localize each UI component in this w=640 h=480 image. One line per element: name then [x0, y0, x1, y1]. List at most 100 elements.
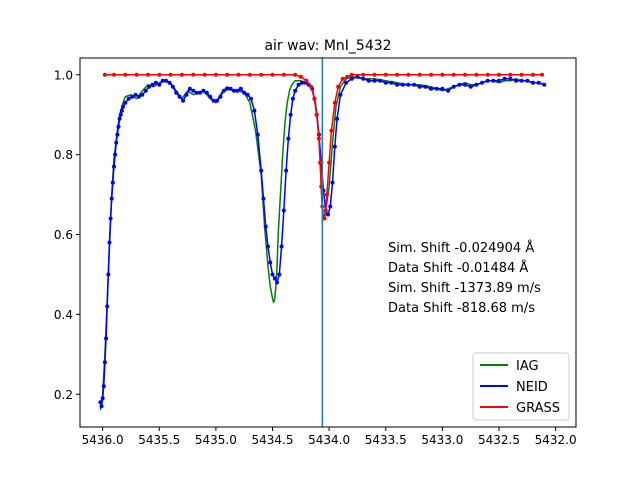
data-point-grass [225, 72, 230, 77]
data-point-neid [485, 78, 490, 83]
data-point-neid [249, 96, 253, 101]
data-point-grass [145, 72, 150, 77]
data-point-neid [290, 96, 295, 101]
data-point-grass [304, 78, 309, 83]
y-tick-label: 0.8 [54, 148, 73, 162]
data-point-neid [105, 304, 110, 309]
data-point-neid [170, 84, 175, 89]
data-point-grass [298, 74, 303, 79]
data-point-grass [349, 72, 354, 77]
data-point-neid [160, 78, 165, 83]
annotation-sim-shift-angstrom: Sim. Shift -0.024904 Å [388, 240, 534, 256]
data-point-neid [463, 82, 468, 87]
data-point-grass [497, 72, 501, 77]
data-point-neid [277, 272, 282, 277]
x-tick-label: 5433.5 [365, 433, 407, 447]
data-point-neid [480, 80, 485, 85]
data-point-neid [147, 84, 152, 89]
y-tick-label: 0.2 [54, 388, 73, 402]
data-point-neid [272, 276, 277, 281]
data-point-neid [99, 404, 104, 409]
data-point-grass [102, 72, 107, 77]
data-point-grass [323, 208, 328, 213]
data-point-neid [104, 336, 109, 341]
y-axis: 0.2 0.4 0.6 0.8 1.0 [54, 68, 80, 402]
data-point-neid [101, 384, 106, 389]
data-point-grass [406, 72, 411, 77]
data-point-neid [275, 280, 280, 285]
data-point-neid [126, 96, 131, 101]
data-point-neid [344, 80, 349, 85]
data-point-grass [157, 72, 162, 77]
data-point-grass [179, 72, 184, 77]
data-point-neid [457, 82, 462, 87]
data-point-neid [429, 86, 434, 91]
data-point-neid [389, 80, 394, 85]
data-point-grass [314, 112, 319, 117]
data-point-grass [340, 76, 345, 81]
data-point-grass [463, 72, 468, 77]
data-point-grass [318, 160, 323, 165]
data-point-grass [345, 74, 350, 79]
data-point-neid [235, 88, 240, 93]
x-tick-label: 5436.0 [82, 433, 124, 447]
annotation-data-shift-angstrom: Data Shift -0.01484 Å [388, 260, 528, 276]
data-point-grass [336, 84, 341, 89]
data-point-neid [330, 180, 335, 185]
series-line-neid [99, 76, 545, 407]
data-point-neid [140, 92, 145, 97]
data-point-neid [263, 224, 268, 229]
data-point-neid [400, 82, 405, 87]
data-point-neid [252, 108, 257, 113]
data-point-neid [451, 84, 456, 89]
data-point-neid [284, 168, 289, 173]
data-point-neid [218, 94, 223, 99]
data-point-grass [247, 72, 252, 77]
data-point-neid [116, 124, 121, 129]
data-point-grass [429, 72, 434, 77]
data-point-neid [536, 80, 541, 85]
x-tick-label: 5432.0 [535, 433, 577, 447]
data-point-neid [270, 272, 275, 277]
data-point-neid [395, 82, 400, 87]
data-point-grass [332, 100, 337, 105]
data-point-grass [361, 72, 366, 77]
data-point-grass [134, 72, 139, 77]
data-point-neid [102, 360, 107, 365]
data-point-neid [245, 92, 250, 97]
data-point-grass [322, 216, 327, 221]
data-point-neid [502, 76, 507, 81]
data-point-neid [198, 90, 203, 95]
data-point-grass [329, 128, 334, 133]
legend-label-grass: GRASS [516, 401, 560, 416]
data-point-neid [530, 80, 535, 85]
data-point-grass [293, 72, 298, 77]
data-point-neid [107, 240, 112, 245]
data-point-neid [406, 82, 411, 87]
data-point-neid [215, 98, 220, 103]
data-point-grass [168, 72, 173, 77]
data-point-neid [372, 78, 377, 83]
data-point-neid [133, 92, 138, 97]
data-point-grass [508, 72, 513, 77]
data-point-neid [191, 88, 196, 93]
data-point-neid [513, 78, 518, 83]
data-point-grass [309, 84, 314, 89]
data-point-grass [530, 72, 535, 77]
data-point-grass [312, 96, 317, 101]
data-point-neid [265, 244, 270, 249]
data-point-neid [242, 90, 247, 95]
data-point-neid [440, 86, 445, 91]
data-point-neid [123, 100, 128, 105]
data-point-neid [121, 104, 126, 109]
x-tick-label: 5435.0 [195, 433, 237, 447]
data-point-grass [213, 72, 218, 77]
y-tick-label: 0.6 [54, 228, 73, 242]
data-point-neid [434, 86, 439, 91]
data-point-neid [366, 78, 371, 83]
data-point-neid [157, 82, 162, 87]
annotation-sim-shift-ms: Sim. Shift -1373.89 m/s [388, 281, 541, 296]
data-point-neid [181, 98, 186, 103]
data-point-neid [115, 132, 120, 137]
data-point-grass [191, 72, 196, 77]
